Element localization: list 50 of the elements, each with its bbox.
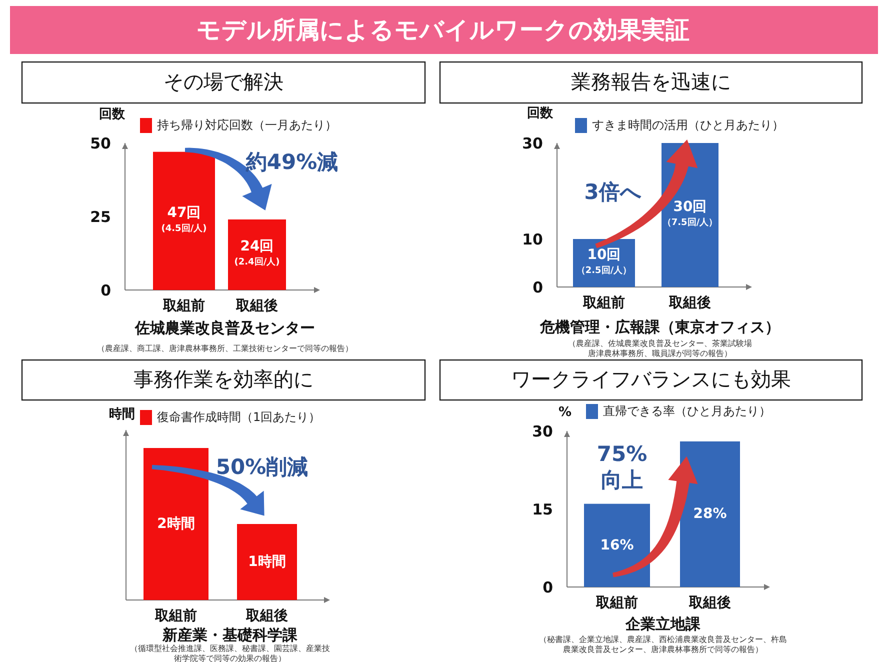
y-axis-title: % <box>558 404 572 420</box>
chart-title: ワークライフバランスにも効果 <box>511 367 791 392</box>
x-tick-label: 取組後 <box>688 594 731 611</box>
legend-label: 持ち帰り対応回数（一月あたり） <box>157 118 337 132</box>
y-tick-label: 25 <box>90 208 111 226</box>
y-tick-label: 0 <box>100 281 111 300</box>
data-label: 10回（2.5回/人） <box>576 246 632 276</box>
y-tick-label: 30 <box>522 134 543 152</box>
x-tick-label: 取組前 <box>162 298 205 314</box>
data-label: 2時間 <box>157 516 195 532</box>
y-tick-label: 0 <box>542 578 553 596</box>
y-tick-label: 10 <box>522 230 543 248</box>
annotation: 50%削減 <box>216 454 308 479</box>
y-axis-title: 時間 <box>109 406 135 422</box>
legend-label: 復命書作成時間（1回あたり） <box>157 410 321 424</box>
chart-title: 業務報告を迅速に <box>571 70 731 94</box>
annotation: 約49%減 <box>244 150 338 174</box>
text: 企業立地課 <box>624 615 702 634</box>
legend-label: すきま時間の活用（ひと月あたり） <box>592 118 784 132</box>
annotation: 3倍へ <box>584 180 642 204</box>
y-tick-label: 50 <box>90 134 111 152</box>
data-label: 1時間 <box>248 554 286 570</box>
chart-title: その場で解決 <box>164 70 284 94</box>
annotation: 向上 <box>601 468 643 492</box>
x-tick-label: 取組後 <box>245 608 288 624</box>
x-tick-label: 取組前 <box>582 294 625 311</box>
text: 佐城農業改良普及センター <box>134 319 315 338</box>
text: モデル所属によるモバイルワークの効果実証 <box>196 16 690 44</box>
y-tick-label: 0 <box>532 278 543 296</box>
text: 危機管理・広報課（東京オフィス） <box>539 318 780 336</box>
y-tick-label: 30 <box>532 422 553 440</box>
data-label: 30回（7.5回/人） <box>662 198 718 228</box>
text: （農産課、商工課、唐津農林事務所、工業技術センターで同等の報告） <box>97 344 353 354</box>
data-label: 24回(2.4回/人) <box>234 238 280 268</box>
text: 新産業・基礎科学課 <box>162 626 298 644</box>
data-label: 16% <box>600 537 634 554</box>
chart-title: 事務作業を効率的に <box>134 367 314 392</box>
data-label: 28% <box>693 506 727 522</box>
text: （秘書課、企業立地課、農産課、西松浦農業改良普及センター、杵島農業改良普及センター、唐津農林事務所で同等の報告） <box>539 635 787 654</box>
annotation: 75% <box>596 442 648 466</box>
x-tick-label: 取組前 <box>595 594 638 611</box>
y-axis-title: 回数 <box>99 106 126 122</box>
y-tick-label: 15 <box>532 500 553 518</box>
x-tick-label: 取組後 <box>668 294 711 311</box>
x-tick-label: 取組後 <box>235 298 278 314</box>
text: （農産課、佐城農業改良普及センター、茶業試験場唐津農林事務所、職員課が同等の報告） <box>568 339 752 358</box>
data-label: 47回(4.5回/人) <box>161 204 207 234</box>
y-axis-title: 回数 <box>527 106 554 121</box>
x-tick-label: 取組前 <box>154 608 197 624</box>
legend-label: 直帰できる率（ひと月あたり） <box>603 404 771 418</box>
